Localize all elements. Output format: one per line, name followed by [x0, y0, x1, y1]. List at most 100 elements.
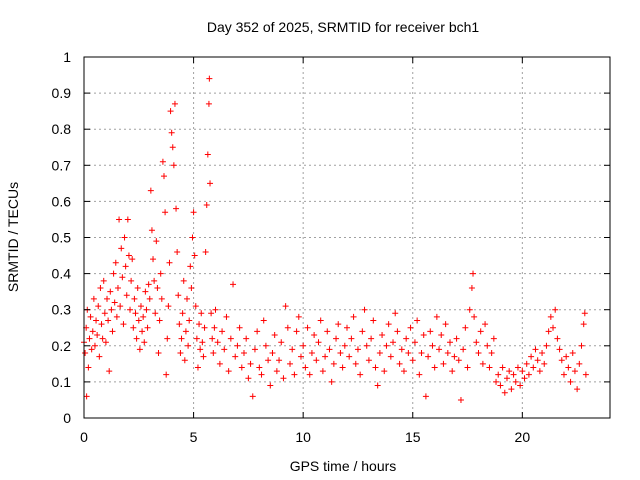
data-point	[173, 205, 180, 212]
data-point	[182, 328, 189, 335]
data-point	[133, 335, 140, 342]
data-point	[174, 248, 181, 255]
x-tick-label: 10	[295, 429, 311, 445]
data-point	[221, 346, 228, 353]
data-point	[150, 256, 157, 263]
data-point	[348, 335, 355, 342]
data-point	[295, 313, 302, 320]
data-point	[98, 321, 105, 328]
data-point	[256, 364, 263, 371]
y-axis-title: SRMTID / TECUs	[5, 182, 21, 292]
data-point	[132, 310, 139, 317]
data-point	[484, 342, 491, 349]
data-point	[440, 360, 447, 367]
data-point	[470, 270, 477, 277]
data-point	[304, 324, 311, 331]
data-point	[139, 328, 146, 335]
data-point	[96, 353, 103, 360]
data-point	[365, 357, 372, 364]
data-point	[123, 292, 130, 299]
data-point	[328, 378, 335, 385]
data-point	[152, 310, 159, 317]
data-point	[163, 371, 170, 378]
data-point	[390, 339, 397, 346]
data-point	[230, 281, 237, 288]
data-point	[158, 295, 165, 302]
data-point	[181, 357, 188, 364]
data-point	[170, 162, 177, 169]
data-point	[359, 328, 366, 335]
data-point	[83, 393, 90, 400]
data-point	[521, 375, 528, 382]
data-point	[191, 252, 198, 259]
data-point	[119, 274, 126, 281]
data-point	[137, 303, 144, 310]
data-point	[374, 382, 381, 389]
data-point	[547, 313, 554, 320]
data-point	[82, 350, 89, 357]
data-point	[189, 234, 196, 241]
data-point	[104, 295, 111, 302]
data-point	[265, 357, 272, 364]
data-point	[403, 335, 410, 342]
data-point	[554, 335, 561, 342]
plot-frame	[83, 56, 611, 419]
data-point	[196, 321, 203, 328]
data-point	[125, 252, 132, 259]
data-point	[205, 100, 212, 107]
data-point	[243, 335, 250, 342]
data-point	[287, 360, 294, 367]
data-point	[134, 285, 141, 292]
data-point	[416, 371, 423, 378]
data-point	[333, 335, 340, 342]
data-point	[550, 324, 557, 331]
data-point	[453, 335, 460, 342]
data-point	[118, 245, 125, 252]
data-point	[357, 371, 364, 378]
data-point	[112, 259, 119, 266]
data-point	[409, 357, 416, 364]
data-point	[488, 350, 495, 357]
data-point	[425, 353, 432, 360]
data-point	[512, 378, 519, 385]
data-point	[208, 310, 215, 317]
data-point	[207, 180, 214, 187]
data-point	[280, 375, 287, 382]
data-point	[166, 259, 173, 266]
data-point	[379, 331, 386, 338]
data-point	[339, 364, 346, 371]
data-point	[326, 346, 333, 353]
data-point	[254, 328, 261, 335]
data-point	[578, 342, 585, 349]
data-point	[187, 263, 194, 270]
data-point	[571, 368, 578, 375]
data-point	[223, 313, 230, 320]
data-point	[199, 339, 206, 346]
data-point	[276, 357, 283, 364]
data-point	[169, 144, 176, 151]
data-point	[238, 364, 245, 371]
y-tick-label: 0.8	[52, 121, 72, 137]
data-point	[506, 368, 513, 375]
y-tick-label: 0.5	[52, 230, 72, 246]
data-point	[563, 353, 570, 360]
data-point	[114, 285, 121, 292]
data-point	[324, 328, 331, 335]
data-point	[363, 342, 370, 349]
data-point	[108, 306, 115, 313]
data-point	[477, 328, 484, 335]
data-point	[479, 360, 486, 367]
data-point	[493, 378, 500, 385]
data-point	[582, 371, 589, 378]
data-point	[344, 324, 350, 331]
data-point	[532, 346, 539, 353]
data-point	[236, 324, 243, 331]
data-point	[471, 313, 478, 320]
data-point	[209, 335, 216, 342]
data-point	[94, 331, 101, 338]
data-point	[455, 357, 462, 364]
data-point	[574, 386, 581, 393]
data-point	[178, 335, 185, 342]
data-point	[565, 364, 572, 371]
data-point	[411, 339, 418, 346]
